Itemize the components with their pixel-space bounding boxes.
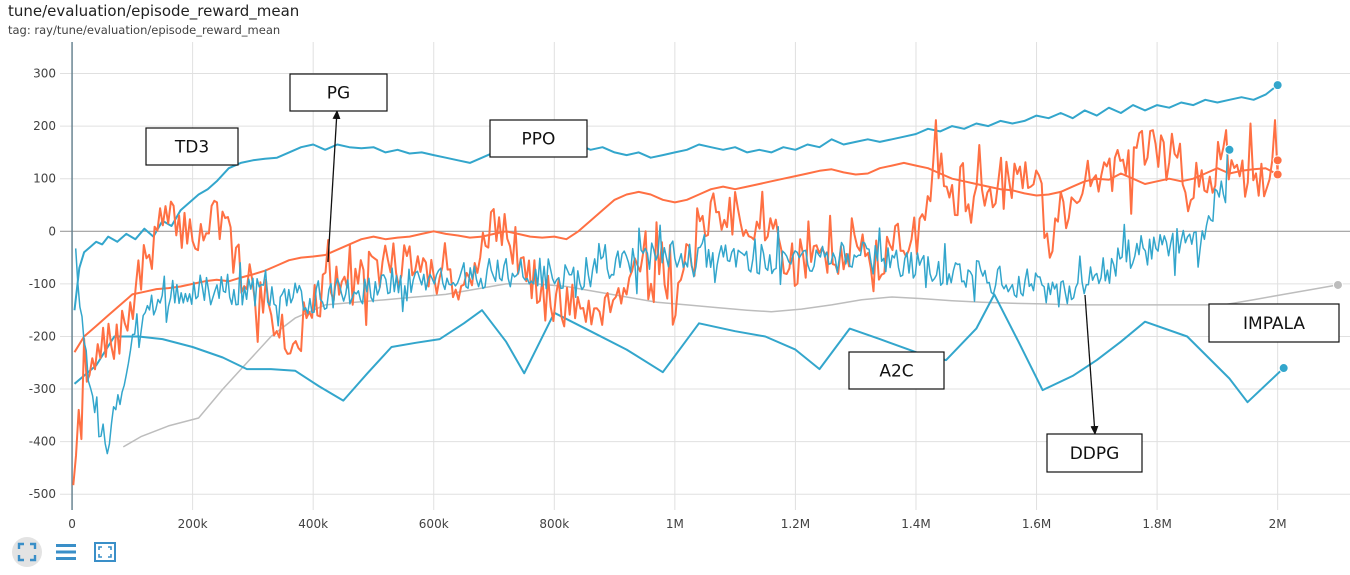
expand-chart-button[interactable] <box>90 537 120 567</box>
annotation-box <box>489 119 588 158</box>
legend-list-icon <box>56 544 76 560</box>
annotation-box <box>1046 433 1143 473</box>
annotation-label-pg: PG <box>327 84 350 104</box>
y-tick-label: 0 <box>48 224 56 238</box>
end-marker <box>1272 169 1283 180</box>
annotation-label-td3: TD3 <box>174 138 209 158</box>
fit-domain-icon <box>17 542 37 562</box>
end-marker <box>1224 144 1235 155</box>
y-tick-label: -500 <box>29 487 56 501</box>
x-tick-label: 0 <box>68 517 76 531</box>
annotation-box <box>848 351 945 390</box>
chart-tag: tag: ray/tune/evaluation/episode_reward_… <box>8 23 281 37</box>
y-tick-label: 200 <box>33 119 56 133</box>
annotation-box <box>145 127 239 166</box>
axes: 0 200k 400k 600k 800k 1M 1.2M 1.4M 1.6M 1.8M 2M 300… <box>29 42 1287 531</box>
end-marker <box>1272 155 1283 166</box>
annotation-label-impala: IMPALA <box>1243 314 1305 334</box>
annotation-box <box>1208 303 1340 343</box>
x-tick-label: 400k <box>298 517 328 531</box>
x-tick-label: 1.2M <box>781 517 810 531</box>
annotation-label-ppo: PPO <box>522 130 556 150</box>
series-end-markers <box>1224 80 1343 374</box>
y-tick-label: -200 <box>29 329 56 343</box>
y-tick-label: -100 <box>29 277 56 291</box>
series-impala <box>122 283 1339 448</box>
x-tick-label: 200k <box>178 517 208 531</box>
toggle-legend-button[interactable] <box>51 537 81 567</box>
annotation-box <box>289 73 388 112</box>
series-ddpg <box>74 145 1231 455</box>
annotation-arrow <box>327 110 341 263</box>
expand-icon <box>94 542 116 562</box>
x-tick-label: 600k <box>419 517 449 531</box>
series-ppo <box>73 84 1279 311</box>
series-pg <box>73 161 1279 353</box>
series-lines <box>72 84 1339 486</box>
fit-domain-button[interactable] <box>12 537 42 567</box>
x-tick-label: 1.4M <box>901 517 930 531</box>
x-tick-label: 800k <box>539 517 569 531</box>
annotations: PG TD3 PPO IMPALA A2C DDPG <box>145 73 1340 473</box>
end-marker <box>1272 80 1283 91</box>
end-marker <box>1332 279 1343 290</box>
x-tick-label: 2M <box>1269 517 1287 531</box>
series-a2c <box>73 293 1285 404</box>
y-tick-label: -400 <box>29 435 56 449</box>
annotation-label-a2c: A2C <box>879 362 913 382</box>
annotation-label-ddpg: DDPG <box>1070 444 1120 464</box>
annotation-arrow <box>1084 294 1099 435</box>
y-tick-label: 300 <box>33 67 56 81</box>
y-tick-label: -300 <box>29 382 56 396</box>
chart-title: tune/evaluation/episode_reward_mean <box>8 2 300 20</box>
x-tick-label: 1.8M <box>1142 517 1171 531</box>
series-td3 <box>72 119 1279 486</box>
x-tick-label: 1.6M <box>1022 517 1051 531</box>
end-marker <box>1278 363 1289 374</box>
y-tick-label: 100 <box>33 172 56 186</box>
x-tick-label: 1M <box>666 517 684 531</box>
grid <box>60 42 1350 510</box>
